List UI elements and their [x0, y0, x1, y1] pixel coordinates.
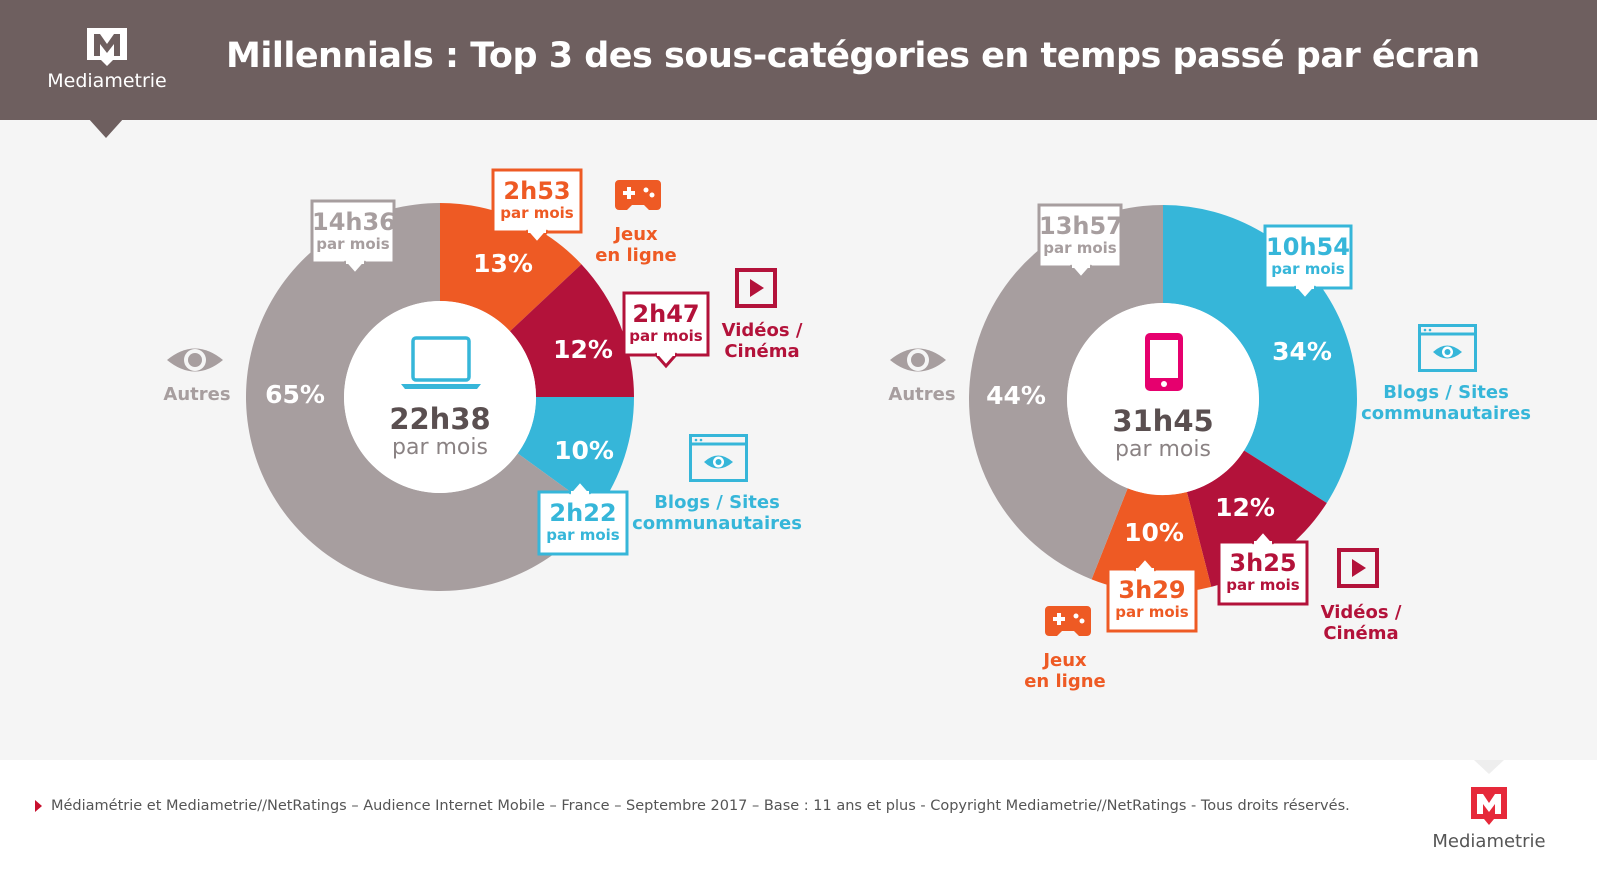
pie-slice-blogs: [517, 397, 634, 512]
play-icon: [735, 268, 777, 308]
percent-label-blogs: 10%: [554, 436, 614, 465]
percent-label-jeux: 10%: [1124, 518, 1184, 547]
browser-eye-icon: [1418, 324, 1477, 372]
eye-icon: [890, 348, 946, 372]
header-notch: [88, 118, 124, 138]
logo-brand-text: Mediametrie: [47, 70, 167, 92]
percent-label-autres: 44%: [986, 381, 1046, 410]
callout-unit: par mois: [1115, 603, 1189, 621]
footer: [0, 760, 1597, 869]
footer-bullet-icon: [35, 800, 42, 812]
category-label-blogs: Blogs / Sites communautaires: [632, 492, 802, 534]
time-callout-3: [1037, 203, 1123, 281]
category-label-videos: Vidéos / Cinéma: [721, 320, 803, 362]
time-callout-0: [491, 168, 583, 246]
header-bar: Mediametrie Millennials : Top 3 des sous…: [0, 0, 1597, 120]
callout-unit: par mois: [546, 526, 620, 544]
callout-time: 14h36: [312, 208, 396, 236]
time-callout-0: [1263, 224, 1353, 302]
time-callout-2: [1106, 555, 1198, 633]
callout-time: 3h29: [1118, 576, 1186, 604]
total-time: 22h38: [389, 402, 491, 436]
callout-unit: par mois: [1043, 239, 1117, 257]
callout-time: 2h47: [632, 300, 700, 328]
laptop-icon: [401, 336, 481, 389]
footer-logo-m-icon: [1471, 787, 1507, 825]
donut-center: [344, 301, 536, 493]
pie-slice-videos: [509, 264, 634, 397]
category-label-jeux: Jeux en ligne: [1024, 650, 1106, 692]
callout-unit: par mois: [629, 327, 703, 345]
gamepad-icon: [1045, 606, 1091, 636]
mediametrie-logo: Mediametrie: [42, 24, 172, 100]
callout-time: 13h57: [1039, 212, 1123, 240]
time-callout-1: [1217, 528, 1309, 606]
category-label-autres: Autres: [888, 384, 956, 405]
callout-unit: par mois: [500, 204, 574, 222]
percent-label-videos: 12%: [553, 335, 613, 364]
callout-time: 2h53: [503, 177, 571, 205]
gamepad-icon: [615, 180, 661, 210]
callout-time: 3h25: [1229, 549, 1297, 577]
footer-notch: [1474, 760, 1504, 774]
time-callout-2: [537, 478, 629, 556]
percent-label-jeux: 13%: [473, 249, 533, 278]
logo-m-icon: [87, 28, 127, 66]
callout-unit: par mois: [1226, 576, 1300, 594]
total-time: 31h45: [1112, 404, 1214, 438]
category-label-autres: Autres: [163, 384, 231, 405]
pie-slice-jeux: [1091, 488, 1212, 593]
percent-label-blogs: 34%: [1272, 337, 1332, 366]
smartphone-icon: [1145, 333, 1183, 391]
donut-center: [1067, 303, 1259, 495]
play-icon: [1337, 548, 1379, 588]
callout-time: 2h22: [549, 499, 617, 527]
percent-label-videos: 12%: [1215, 493, 1275, 522]
browser-eye-icon: [689, 434, 748, 482]
charts-canvas: [167, 168, 1477, 636]
footer-source: Médiamétrie et Mediametrie//NetRatings –…: [51, 798, 1350, 814]
category-label-jeux: Jeux en ligne: [595, 224, 677, 266]
callout-unit: par mois: [1271, 260, 1345, 278]
percent-label-autres: 65%: [265, 380, 325, 409]
time-callout-1: [622, 291, 710, 369]
category-label-blogs: Blogs / Sites communautaires: [1361, 382, 1531, 424]
time-callout-3: [310, 199, 396, 277]
total-unit: par mois: [1115, 437, 1211, 462]
pie-slice-jeux: [440, 203, 582, 332]
category-label-videos: Vidéos / Cinéma: [1320, 602, 1402, 644]
callout-unit: par mois: [316, 235, 390, 253]
footer-logo: Mediametrie: [1424, 785, 1554, 857]
footer-brand-text: Mediametrie: [1432, 831, 1546, 852]
pie-slice-autres: [245, 203, 597, 591]
page-title: Millennials : Top 3 des sous-catégories …: [226, 36, 1480, 76]
pie-slice-autres: [969, 205, 1163, 580]
total-unit: par mois: [392, 435, 488, 460]
eye-icon: [167, 348, 223, 372]
callout-time: 10h54: [1266, 233, 1350, 261]
